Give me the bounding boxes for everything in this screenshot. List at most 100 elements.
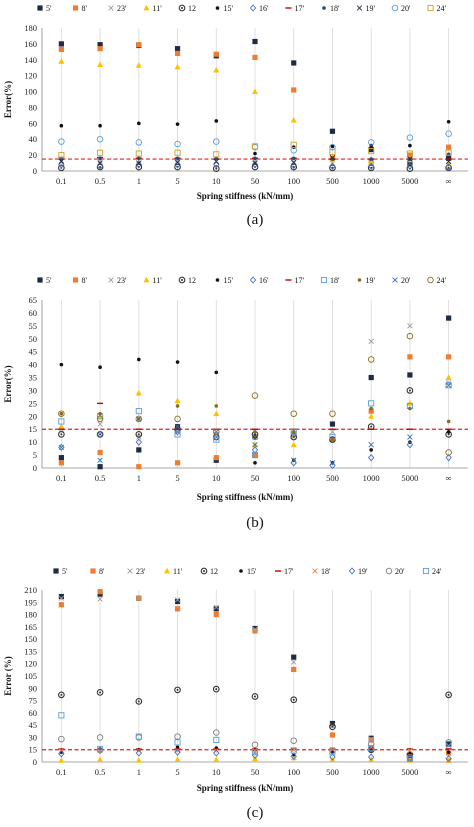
x-tick-label: 5000 xyxy=(401,473,418,483)
data-point xyxy=(329,421,336,427)
x-tick-label: 0.1 xyxy=(56,473,67,483)
data-point xyxy=(136,595,142,601)
y-tick-label: 5 xyxy=(33,450,37,460)
data-point xyxy=(97,449,103,456)
legend-label: 11' xyxy=(153,4,163,13)
data-point xyxy=(252,747,258,754)
data-point xyxy=(406,162,414,170)
legend-entry: 11' xyxy=(143,276,162,285)
data-point xyxy=(97,61,104,67)
legend-label: 23' xyxy=(117,276,127,285)
data-point xyxy=(329,460,336,466)
data-point xyxy=(291,156,296,161)
data-point xyxy=(408,143,412,148)
data-point xyxy=(96,430,104,439)
data-point xyxy=(58,750,65,758)
legend-marker xyxy=(37,277,43,283)
data-point xyxy=(330,437,335,442)
legend-marker xyxy=(392,277,398,283)
data-point xyxy=(329,148,336,155)
data-point xyxy=(367,740,375,748)
data-point xyxy=(330,144,335,149)
legend-entry: 5' xyxy=(53,567,68,576)
data-point xyxy=(406,150,413,157)
data-point xyxy=(407,323,413,329)
data-point xyxy=(367,162,375,170)
legend-label: 5' xyxy=(46,276,52,285)
x-tick-label: 1 xyxy=(137,176,141,186)
data-point xyxy=(368,338,374,345)
data-point xyxy=(368,374,374,381)
data-point xyxy=(329,723,336,731)
data-point xyxy=(58,602,64,608)
data-point xyxy=(174,686,181,694)
data-point xyxy=(445,691,452,699)
data-point xyxy=(96,689,104,696)
legend-entry: 19' xyxy=(356,4,376,13)
legend-entry: 24' xyxy=(427,4,447,13)
data-point xyxy=(174,428,181,436)
data-point xyxy=(174,63,181,70)
data-point xyxy=(407,156,413,162)
data-point xyxy=(213,606,219,612)
data-point xyxy=(174,397,181,404)
data-point xyxy=(445,740,452,748)
data-point xyxy=(58,158,65,165)
legend-label: 17' xyxy=(295,4,305,13)
data-point xyxy=(213,749,220,757)
x-tick-label: 50 xyxy=(251,767,260,777)
data-point xyxy=(329,429,336,435)
y-tick-label: 120 xyxy=(24,659,37,669)
data-point xyxy=(368,413,375,419)
data-point xyxy=(445,163,452,171)
data-point xyxy=(213,604,219,610)
data-point xyxy=(291,654,297,660)
data-point xyxy=(291,659,297,665)
data-point xyxy=(253,430,257,434)
data-point xyxy=(445,755,452,763)
x-tick-label: 10 xyxy=(212,767,221,777)
x-tick-label: 1 xyxy=(137,767,141,777)
data-point xyxy=(174,598,181,605)
data-point xyxy=(446,354,452,360)
legend-label: 15' xyxy=(224,4,234,13)
data-point xyxy=(445,453,452,462)
y-tick-label: 90 xyxy=(29,683,38,693)
legend-label: 19' xyxy=(366,4,376,13)
data-point xyxy=(58,443,65,452)
data-point xyxy=(174,748,181,756)
legend-entry: 17' xyxy=(285,4,305,13)
data-point xyxy=(367,453,375,462)
legend-marker xyxy=(178,4,186,12)
x-tick-label: 0.1 xyxy=(56,176,67,186)
data-point xyxy=(58,138,65,145)
data-point xyxy=(137,121,141,126)
legend-label: 15' xyxy=(224,276,234,285)
data-point xyxy=(290,752,297,760)
legend-entry: 18' xyxy=(312,567,331,576)
data-point xyxy=(58,431,65,438)
y-tick-label: 45 xyxy=(29,720,38,730)
data-point xyxy=(96,135,104,143)
y-tick-label: 60 xyxy=(29,308,38,318)
data-point xyxy=(58,712,65,719)
data-point xyxy=(214,119,219,123)
data-point xyxy=(251,741,259,749)
data-point xyxy=(97,42,103,48)
data-point xyxy=(174,415,181,423)
data-point xyxy=(97,160,103,166)
y-tick-label: 30 xyxy=(29,385,38,395)
legend-entry: 19' xyxy=(348,567,368,576)
y-tick-label: 180 xyxy=(24,23,37,33)
y-axis-label: Error (%) xyxy=(3,656,13,695)
x-tick-label: 50 xyxy=(251,473,260,483)
data-point xyxy=(175,404,180,408)
legend-label: 20' xyxy=(395,567,405,576)
data-point xyxy=(252,160,258,166)
data-point xyxy=(175,122,180,126)
data-point xyxy=(135,408,142,415)
data-point xyxy=(368,400,375,407)
y-tick-label: 35 xyxy=(29,373,38,383)
legend-marker xyxy=(200,567,208,575)
